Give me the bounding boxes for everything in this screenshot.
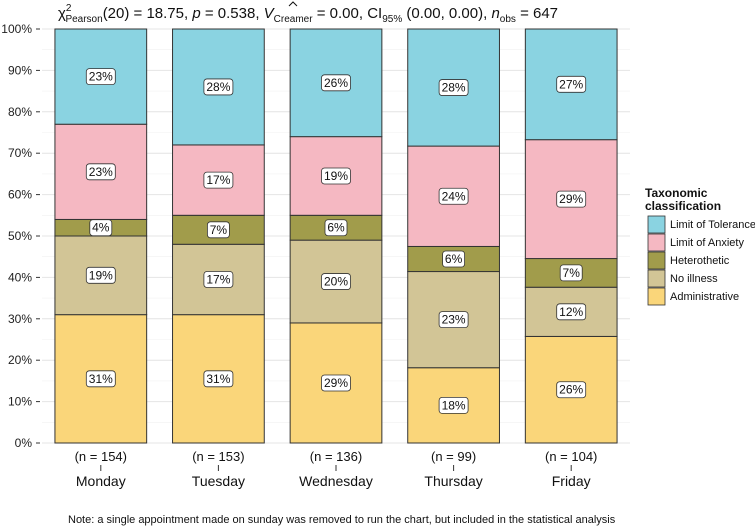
data-label: 24% [442, 189, 466, 203]
y-tick-label: 20% [8, 353, 32, 367]
data-label: 6% [327, 221, 345, 235]
legend-label: Heterothetic [670, 255, 730, 267]
data-label: 23% [89, 165, 113, 179]
y-axis: 0% 10% 20% 30% 40% 50% 60% 70% 80% 90% 100% [1, 22, 40, 450]
data-label: 28% [442, 81, 466, 95]
data-label: 31% [89, 372, 113, 386]
data-label-box [321, 273, 351, 290]
legend-title-line1: Taxonomic [645, 186, 708, 200]
data-label: 19% [324, 169, 348, 183]
data-label-box [206, 221, 230, 239]
data-label: 7% [210, 223, 228, 237]
data-label: 17% [206, 272, 230, 286]
data-label-box [85, 266, 116, 284]
y-tick-label: 60% [8, 188, 32, 202]
legend-swatch [647, 251, 666, 270]
data-label-box [438, 311, 469, 329]
y-tick-label: 100% [1, 22, 32, 36]
x-tick-label: Thursday [424, 473, 482, 489]
bar-segment [407, 367, 500, 444]
data-label: 19% [89, 268, 113, 282]
data-label-box [438, 187, 469, 205]
data-label: 31% [206, 372, 230, 386]
data-label-box [438, 396, 469, 414]
legend-swatch [647, 269, 666, 288]
data-label-box [203, 171, 234, 189]
y-tick-label: 40% [8, 270, 32, 284]
legend-swatch [647, 233, 666, 252]
y-tick-label: 10% [8, 395, 32, 409]
legend-swatch [647, 215, 666, 234]
legend-title-line2: classification [645, 199, 721, 213]
data-label-box [559, 264, 583, 282]
bar-stack-tuesday: 31% 17% 7% 17% 28% [172, 28, 265, 444]
bars: 31%19%4%23%23%31%17%7%17%28%29%20%6%19%2… [54, 28, 618, 444]
data-label: 12% [559, 305, 583, 319]
data-label: 29% [559, 192, 583, 206]
data-label-box [438, 79, 469, 96]
legend-label: No illness [670, 273, 718, 285]
y-tick-label: 80% [8, 105, 32, 119]
legend-label: Limit of Anxiety [670, 237, 744, 249]
caption-note: Note: a single appointment made on sunda… [68, 514, 616, 526]
y-tick-label: 30% [8, 312, 32, 326]
bar-stack-thursday: 18% 23% 6% 24% 28% [407, 28, 500, 444]
data-label-box [85, 68, 116, 86]
y-tick-label: 0% [15, 436, 33, 450]
x-tick-label: Monday [76, 473, 126, 489]
data-label: 23% [442, 313, 466, 327]
n-label: (n = 99) [431, 449, 476, 464]
data-label: 27% [559, 77, 583, 91]
x-tick-label: Wednesday [299, 473, 373, 489]
data-label-box [85, 163, 116, 181]
data-label: 26% [559, 383, 583, 397]
n-label: (n = 104) [545, 449, 597, 464]
data-label: 29% [324, 376, 348, 390]
data-label: 17% [206, 173, 230, 187]
data-label: 7% [563, 266, 581, 280]
data-label-box [556, 75, 587, 93]
n-label: (n = 154) [75, 449, 127, 464]
v-hat-mark [288, 1, 298, 7]
data-label: 20% [324, 275, 348, 289]
bar-segment [289, 239, 383, 324]
data-label-box [203, 78, 234, 96]
bar-stack-wednesday: 29% 20% 6% 19% 26% [289, 28, 383, 444]
n-label: (n = 136) [310, 449, 362, 464]
legend-label: Administrative [670, 291, 739, 303]
legend-swatch [647, 287, 666, 306]
data-label: 28% [206, 80, 230, 94]
data-label-box [203, 271, 234, 288]
y-tick-label: 90% [8, 63, 32, 77]
x-tick-label: Tuesday [192, 473, 245, 489]
data-label-box [442, 250, 466, 268]
n-label: (n = 153) [192, 449, 244, 464]
x-axis: (n = 154) Monday (n = 153) Tuesday (n = 136)… [75, 449, 598, 489]
bar-stack-monday: 31% 19% 4% 23% 23% [54, 28, 148, 444]
data-label: 4% [92, 221, 110, 235]
bar-stack-friday: 26% 12% 7% 29% 27% [524, 28, 618, 444]
data-label-box [324, 219, 348, 237]
data-label-box [556, 381, 587, 399]
data-label-box [321, 374, 351, 392]
chart-title: χ2 Pearson(20) = 18.75, p = 0.538, VCream… [58, 3, 558, 25]
legend-label: Limit of Tolerance [670, 219, 755, 231]
data-label-box [556, 303, 587, 321]
data-label-box [85, 370, 116, 388]
data-label: 18% [442, 398, 466, 412]
legend: Taxonomic classification Limit of Tolera… [645, 186, 755, 306]
data-label-box [556, 190, 587, 208]
data-label: 6% [445, 252, 463, 266]
data-label: 26% [324, 76, 348, 90]
data-label-box [203, 370, 234, 388]
y-tick-label: 50% [8, 229, 32, 243]
data-label-box [321, 167, 351, 185]
x-tick-label: Friday [552, 473, 591, 489]
data-label: 23% [89, 70, 113, 84]
data-label-box [321, 74, 351, 92]
y-tick-label: 70% [8, 146, 32, 160]
